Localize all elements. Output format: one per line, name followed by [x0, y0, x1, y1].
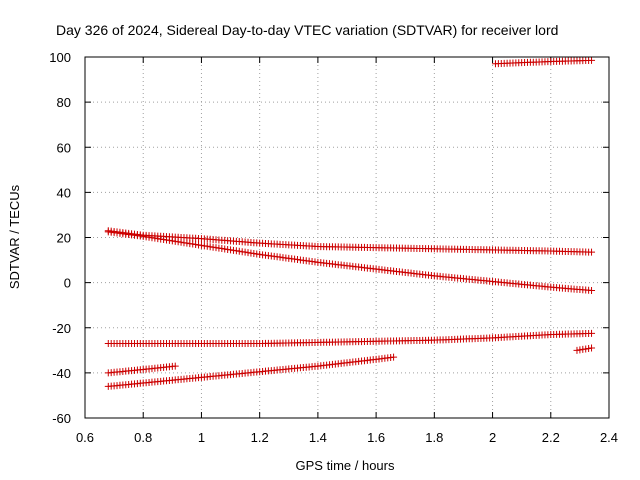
data-point	[588, 287, 596, 295]
x-tick-label: 2.2	[542, 430, 560, 445]
data-points	[104, 56, 596, 390]
y-tick-label: -60	[52, 411, 71, 426]
y-tick-label: 100	[49, 50, 71, 65]
y-axis-label: SDTVAR / TECUs	[7, 184, 22, 289]
series-track-7	[573, 344, 596, 354]
y-tick-label: 80	[57, 95, 71, 110]
x-tick-label: 1.4	[309, 430, 327, 445]
y-tick-label: 0	[64, 276, 71, 291]
x-tick-label: 2.4	[600, 430, 618, 445]
y-tick-label: 60	[57, 140, 71, 155]
x-tick-label: 0.8	[134, 430, 152, 445]
y-tick-label: 40	[57, 185, 71, 200]
x-tick-label: 0.6	[76, 430, 94, 445]
axis-ticks: 0.6 0.8 1 1.2 1.4 1.6 1.8 2 2.2 2.4 -60 -40 -20 0 20 40…	[49, 50, 618, 445]
data-point	[588, 56, 596, 64]
data-point	[588, 344, 596, 352]
series-track-1	[104, 227, 596, 256]
data-point	[588, 329, 596, 337]
series-track-5	[104, 353, 398, 390]
x-tick-label: 1.6	[367, 430, 385, 445]
series-track-3	[104, 329, 596, 348]
x-tick-label: 1.2	[251, 430, 269, 445]
x-tick-label: 1	[198, 430, 205, 445]
x-tick-label: 1.8	[425, 430, 443, 445]
y-tick-label: 20	[57, 231, 71, 246]
x-tick-label: 2	[489, 430, 496, 445]
y-tick-label: -20	[52, 321, 71, 336]
series-track-2	[104, 228, 596, 295]
series-track-4	[104, 362, 179, 377]
data-point	[588, 248, 596, 256]
data-point	[171, 362, 179, 370]
chart-title: Day 326 of 2024, Sidereal Day-to-day VTE…	[56, 22, 558, 38]
data-point	[390, 353, 398, 361]
y-tick-label: -40	[52, 366, 71, 381]
series-track-6	[491, 56, 596, 68]
plot-frame	[84, 56, 610, 419]
x-axis-label: GPS time / hours	[296, 458, 395, 473]
